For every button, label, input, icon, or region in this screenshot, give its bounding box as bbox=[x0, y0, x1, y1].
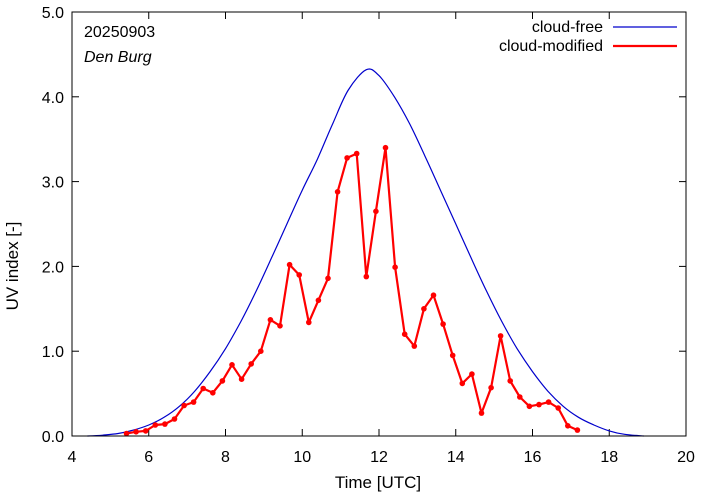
y-tick-label: 5.0 bbox=[42, 5, 64, 22]
data-point-cloud-modified bbox=[210, 390, 216, 396]
data-point-cloud-modified bbox=[555, 405, 561, 411]
data-point-cloud-modified bbox=[277, 323, 283, 329]
x-tick-label: 20 bbox=[677, 449, 695, 466]
data-point-cloud-modified bbox=[382, 144, 389, 151]
legend-label-cloud-free: cloud-free bbox=[532, 19, 603, 36]
data-point-cloud-modified bbox=[267, 317, 274, 323]
data-point-cloud-modified bbox=[181, 402, 187, 409]
data-point-cloud-modified bbox=[536, 401, 542, 408]
data-point-cloud-modified bbox=[258, 348, 264, 355]
x-tick-label: 8 bbox=[221, 449, 230, 466]
data-point-cloud-modified bbox=[526, 403, 533, 410]
legend: cloud-free cloud-modified bbox=[499, 19, 677, 55]
data-point-cloud-modified bbox=[392, 264, 398, 271]
x-tick-label: 16 bbox=[524, 449, 542, 466]
x-tick-label: 4 bbox=[68, 449, 77, 466]
data-point-cloud-modified bbox=[421, 306, 427, 312]
legend-label-cloud-modified: cloud-modified bbox=[499, 38, 603, 55]
data-point-cloud-modified bbox=[334, 189, 341, 195]
data-point-cloud-modified bbox=[229, 362, 235, 368]
data-point-cloud-modified bbox=[315, 297, 322, 304]
x-axis-ticks: 4 6 8 10 12 14 16 18 20 bbox=[68, 12, 695, 466]
data-point-cloud-modified bbox=[517, 394, 523, 400]
location-label: Den Burg bbox=[84, 49, 152, 66]
x-tick-label: 18 bbox=[600, 449, 618, 466]
data-point-cloud-modified bbox=[190, 399, 197, 405]
data-point-cloud-modified bbox=[430, 292, 437, 299]
data-point-cloud-modified bbox=[411, 343, 418, 349]
data-point-cloud-modified bbox=[200, 385, 206, 392]
data-point-cloud-modified bbox=[238, 376, 245, 383]
data-point-cloud-modified bbox=[440, 321, 446, 327]
plot-frame bbox=[71, 11, 687, 437]
series-layer bbox=[87, 68, 644, 437]
data-point-cloud-modified bbox=[488, 384, 494, 391]
data-point-cloud-modified bbox=[306, 319, 312, 326]
data-point-cloud-modified bbox=[469, 371, 475, 377]
x-tick-label: 10 bbox=[293, 449, 311, 466]
date-label: 20250903 bbox=[84, 24, 155, 41]
data-point-cloud-modified bbox=[171, 416, 178, 422]
data-point-cloud-modified bbox=[344, 155, 350, 161]
data-point-cloud-modified bbox=[286, 261, 293, 268]
data-point-cloud-modified bbox=[459, 380, 466, 387]
y-axis-ticks: 0.0 1.0 2.0 3.0 4.0 5.0 bbox=[42, 5, 686, 446]
data-point-cloud-modified bbox=[574, 427, 581, 433]
data-point-cloud-modified bbox=[565, 423, 571, 429]
y-tick-label: 2.0 bbox=[42, 259, 64, 276]
y-tick-label: 3.0 bbox=[42, 175, 64, 192]
data-point-cloud-modified bbox=[219, 378, 226, 384]
data-point-cloud-modified bbox=[497, 333, 504, 339]
data-point-cloud-modified bbox=[142, 428, 149, 434]
y-axis-title: UV index [-] bbox=[3, 222, 22, 311]
x-axis-title: Time [UTC] bbox=[335, 473, 421, 492]
data-point-cloud-modified bbox=[507, 378, 513, 384]
data-point-cloud-modified bbox=[123, 430, 130, 437]
data-point-cloud-modified bbox=[325, 275, 331, 282]
data-point-cloud-modified bbox=[133, 429, 139, 435]
data-point-cloud-modified bbox=[353, 150, 360, 157]
data-point-cloud-modified bbox=[478, 410, 485, 416]
series-line-cloud-free bbox=[87, 68, 644, 437]
series-line-cloud-modified bbox=[126, 146, 578, 435]
data-point-cloud-modified bbox=[248, 361, 254, 367]
data-point-cloud-modified bbox=[449, 352, 456, 359]
y-tick-label: 4.0 bbox=[42, 90, 64, 107]
y-tick-label: 1.0 bbox=[42, 344, 64, 361]
data-point-cloud-modified bbox=[363, 273, 370, 280]
data-point-cloud-modified bbox=[545, 399, 552, 405]
data-point-cloud-modified bbox=[401, 331, 408, 338]
y-tick-label: 0.0 bbox=[42, 429, 64, 446]
data-point-cloud-modified bbox=[373, 208, 379, 215]
x-tick-label: 14 bbox=[447, 449, 465, 466]
data-point-cloud-modified bbox=[162, 421, 168, 427]
x-tick-label: 12 bbox=[370, 449, 388, 466]
data-point-cloud-modified bbox=[152, 422, 159, 428]
x-tick-label: 6 bbox=[144, 449, 153, 466]
data-point-cloud-modified bbox=[296, 272, 303, 278]
